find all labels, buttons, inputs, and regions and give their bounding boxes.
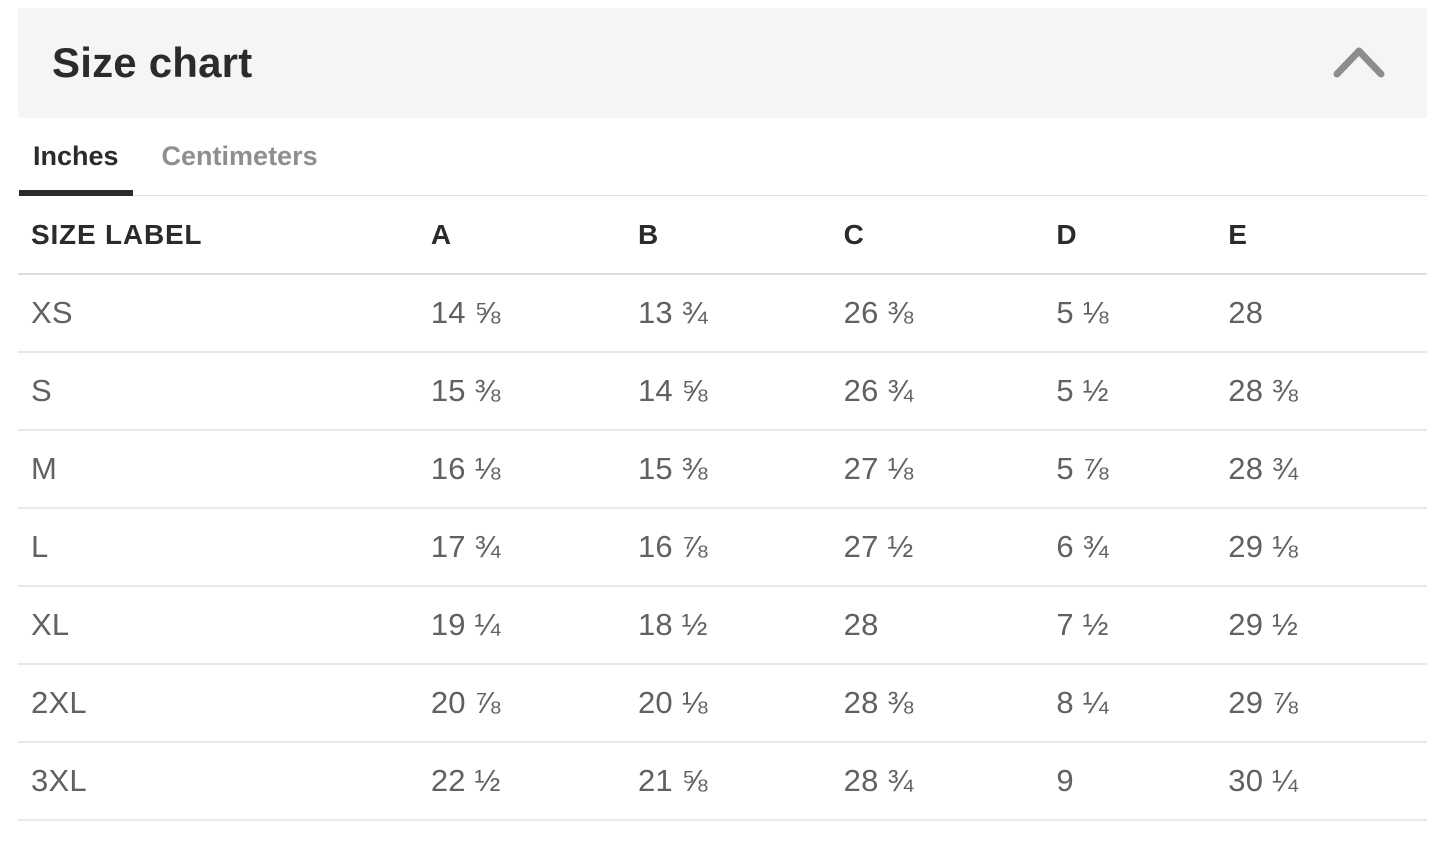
measurement-cell: 28 ⅜ bbox=[843, 664, 1057, 743]
size-label-cell: 3XL bbox=[18, 742, 431, 821]
table-row: 2XL 20 ⅞ 20 ⅛ 28 ⅜ 8 ¼ 29 ⅞ bbox=[18, 664, 1427, 743]
measurement-cell: 27 ½ bbox=[843, 508, 1057, 587]
measurement-cell: 13 ¾ bbox=[637, 274, 844, 353]
measurement-cell: 28 bbox=[843, 586, 1057, 665]
measurement-cell: 14 ⅝ bbox=[637, 352, 844, 431]
measurement-cell: 9 bbox=[1056, 742, 1229, 821]
measurement-cell: 20 ⅛ bbox=[637, 664, 844, 743]
column-header-d: D bbox=[1056, 196, 1229, 275]
tab-centimeters[interactable]: Centimeters bbox=[148, 118, 332, 195]
measurement-cell: 27 ⅛ bbox=[843, 430, 1057, 509]
measurement-cell: 21 ⅝ bbox=[637, 742, 844, 821]
size-chart-header[interactable]: Size chart bbox=[18, 8, 1427, 118]
measurement-cell: 16 ⅞ bbox=[637, 508, 844, 587]
size-label-cell: L bbox=[18, 508, 431, 587]
measurement-cell: 6 ¾ bbox=[1056, 508, 1229, 587]
measurement-cell: 5 ⅛ bbox=[1056, 274, 1229, 353]
measurement-cell: 15 ⅜ bbox=[430, 352, 638, 431]
measurement-cell: 14 ⅝ bbox=[430, 274, 638, 353]
measurement-cell: 16 ⅛ bbox=[430, 430, 638, 509]
column-header-b: B bbox=[637, 196, 844, 275]
measurement-cell: 17 ¾ bbox=[430, 508, 638, 587]
size-label-cell: 2XL bbox=[18, 664, 431, 743]
measurement-cell: 28 ¾ bbox=[843, 742, 1057, 821]
unit-tabs: Inches Centimeters bbox=[18, 118, 1427, 196]
measurement-cell: 29 ⅞ bbox=[1228, 664, 1427, 743]
table-row: S 15 ⅜ 14 ⅝ 26 ¾ 5 ½ 28 ⅜ bbox=[18, 352, 1427, 431]
measurement-cell: 22 ½ bbox=[430, 742, 638, 821]
measurement-cell: 15 ⅜ bbox=[637, 430, 844, 509]
size-label-cell: XS bbox=[18, 274, 431, 353]
chevron-up-icon bbox=[1333, 46, 1385, 81]
column-header-c: C bbox=[843, 196, 1057, 275]
measurement-cell: 20 ⅞ bbox=[430, 664, 638, 743]
measurement-cell: 28 ¾ bbox=[1228, 430, 1427, 509]
measurement-cell: 29 ½ bbox=[1228, 586, 1427, 665]
measurement-cell: 26 ¾ bbox=[843, 352, 1057, 431]
size-chart-widget: Size chart Inches Centimeters SIZE LABEL bbox=[18, 8, 1427, 821]
measurement-cell: 28 bbox=[1228, 274, 1427, 353]
table-row: XL 19 ¼ 18 ½ 28 7 ½ 29 ½ bbox=[18, 586, 1427, 665]
page-title: Size chart bbox=[52, 39, 253, 86]
table-row: M 16 ⅛ 15 ⅜ 27 ⅛ 5 ⅞ 28 ¾ bbox=[18, 430, 1427, 509]
table-row: 3XL 22 ½ 21 ⅝ 28 ¾ 9 30 ¼ bbox=[18, 742, 1427, 821]
measurement-cell: 28 ⅜ bbox=[1228, 352, 1427, 431]
measurement-cell: 29 ⅛ bbox=[1228, 508, 1427, 587]
measurement-cell: 5 ⅞ bbox=[1056, 430, 1229, 509]
measurement-cell: 30 ¼ bbox=[1228, 742, 1427, 821]
measurement-cell: 18 ½ bbox=[637, 586, 844, 665]
measurement-cell: 8 ¼ bbox=[1056, 664, 1229, 743]
measurement-cell: 7 ½ bbox=[1056, 586, 1229, 665]
size-table: SIZE LABEL A B C D E XS 14 ⅝ 13 ¾ 26 ⅜ 5… bbox=[18, 196, 1427, 821]
measurement-cell: 5 ½ bbox=[1056, 352, 1229, 431]
column-header-a: A bbox=[430, 196, 638, 275]
size-label-cell: M bbox=[18, 430, 431, 509]
size-label-cell: S bbox=[18, 352, 431, 431]
table-header-row: SIZE LABEL A B C D E bbox=[18, 196, 1427, 275]
table-row: XS 14 ⅝ 13 ¾ 26 ⅜ 5 ⅛ 28 bbox=[18, 274, 1427, 353]
measurement-cell: 26 ⅜ bbox=[843, 274, 1057, 353]
column-header-e: E bbox=[1228, 196, 1427, 275]
measurement-cell: 19 ¼ bbox=[430, 586, 638, 665]
size-label-cell: XL bbox=[18, 586, 431, 665]
table-row: L 17 ¾ 16 ⅞ 27 ½ 6 ¾ 29 ⅛ bbox=[18, 508, 1427, 587]
collapse-button[interactable] bbox=[1333, 46, 1385, 81]
tab-inches[interactable]: Inches bbox=[19, 118, 133, 196]
column-header-size-label: SIZE LABEL bbox=[18, 196, 431, 275]
